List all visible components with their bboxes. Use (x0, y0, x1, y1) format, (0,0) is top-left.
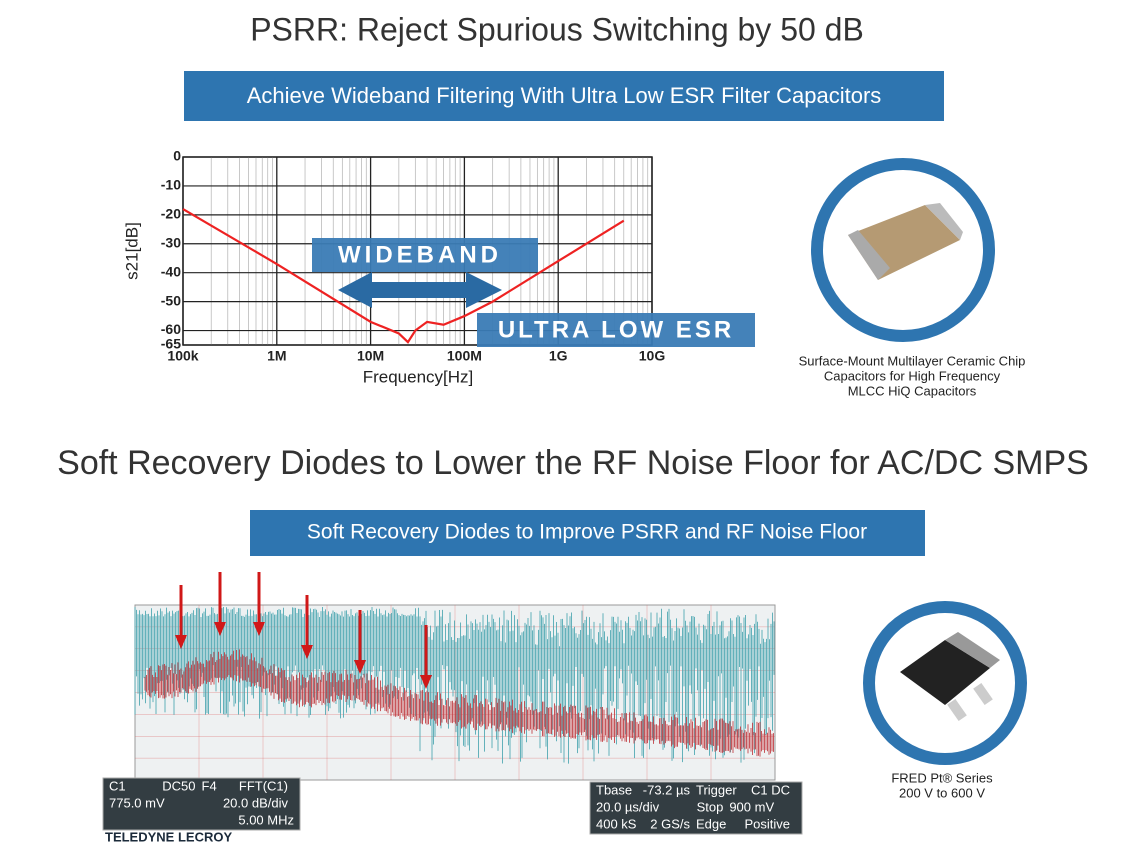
scope-label: Edge (696, 816, 726, 831)
diode-lead (947, 698, 967, 722)
scope-panel (589, 781, 803, 835)
y-tick-label: -60 (161, 321, 181, 337)
annotation: ULTRA LOW ESR (498, 316, 734, 343)
y-tick-label: -50 (161, 292, 181, 308)
y-tick-label: -20 (161, 206, 181, 222)
scope-label: 900 mV (729, 799, 774, 814)
scope-label: C1 (109, 778, 126, 793)
x-tick-label: 10G (639, 348, 666, 364)
scope-label: Positive (744, 816, 790, 831)
title: PSRR: Reject Spurious Switching by 50 dB (250, 11, 864, 47)
scope-label: 2 GS/s (650, 816, 690, 831)
caption: FRED Pt® Series (891, 770, 993, 785)
scope-label: F4 (202, 778, 217, 793)
x-tick-label: 1G (549, 348, 568, 364)
y-tick-label: -30 (161, 234, 181, 250)
x-axis-label: Frequency[Hz] (363, 367, 474, 386)
caption: 200 V to 600 V (899, 785, 985, 800)
y-tick-label: -65 (161, 336, 181, 352)
scope-label: Stop (697, 799, 724, 814)
scope-label: DC50 (162, 778, 195, 793)
y-tick-label: 0 (173, 148, 181, 164)
red-arrow-head (301, 645, 313, 659)
caption: Surface-Mount Multilayer Ceramic Chip (799, 353, 1026, 368)
diode-tab (945, 632, 1000, 668)
caption: Capacitors for High Frequency (824, 368, 1001, 383)
capacitor-end (925, 203, 963, 240)
scope-trace (144, 649, 774, 757)
scope-label: Trigger (696, 782, 737, 797)
x-tick-label: 1M (267, 348, 286, 364)
x-tick-label: 100k (167, 348, 198, 364)
scope-label: Tbase (596, 782, 632, 797)
red-arrow-head (420, 675, 432, 689)
scope-label: 400 kS (596, 816, 637, 831)
double-arrow (338, 272, 502, 308)
line (182, 208, 625, 344)
scope-panel (102, 777, 301, 831)
red-arrow-head (214, 622, 226, 636)
capacitor-end (848, 230, 890, 280)
annotation-box (312, 238, 538, 272)
y-tick-label: -10 (161, 177, 181, 193)
banner-text: Achieve Wideband Filtering With Ultra Lo… (247, 83, 882, 108)
y-axis-label: s21[dB] (122, 222, 141, 280)
x-tick-label: 100M (447, 348, 482, 364)
y-tick-label: -40 (161, 263, 181, 279)
scope-label: -73.2 µs (643, 782, 691, 797)
banner (184, 71, 944, 121)
red-arrow-head (175, 635, 187, 649)
scope-trace (134, 607, 775, 764)
banner-text: Soft Recovery Diodes to Improve PSRR and… (307, 521, 867, 544)
scope-label: FFT(C1) (239, 778, 288, 793)
scope-label: 20.0 dB/div (223, 795, 289, 810)
annotation: WIDEBAND (338, 241, 502, 268)
annotation-box (477, 313, 755, 347)
x-tick-label: 10M (357, 348, 384, 364)
logo: TELEDYNE LECROY (105, 829, 232, 844)
banner (250, 510, 925, 556)
diode-body (900, 640, 990, 705)
red-arrow-head (253, 622, 265, 636)
title: Soft Recovery Diodes to Lower the RF Noi… (57, 444, 1089, 482)
diode-lead (973, 682, 993, 706)
scope-label: 775.0 mV (109, 795, 165, 810)
caption: MLCC HiQ Capacitors (848, 383, 977, 398)
scope-label: 5.00 MHz (238, 812, 294, 827)
red-arrow-head (354, 660, 366, 674)
scope-label: 20.0 µs/div (596, 799, 660, 814)
scope-label: C1 DC (751, 782, 790, 797)
